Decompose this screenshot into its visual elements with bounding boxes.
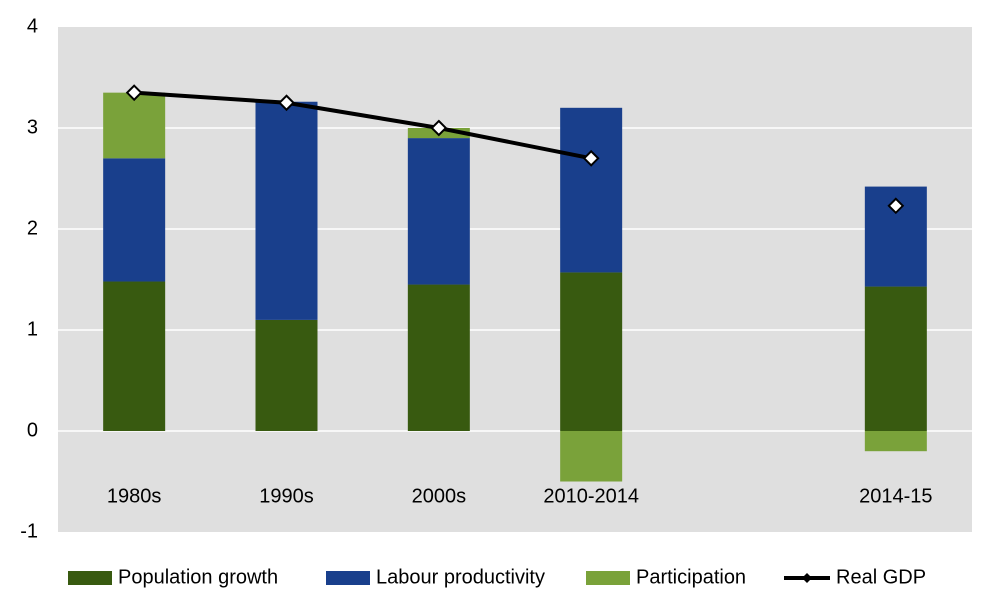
x-tick-label: 1990s [259, 485, 314, 507]
line-marker [430, 119, 448, 137]
y-tick-label: 1 [27, 318, 38, 340]
x-tick-label: 2000s [412, 485, 467, 507]
y-tick-label: 2 [27, 217, 38, 239]
bar [103, 92, 166, 159]
line-marker [125, 84, 143, 102]
line-marker [887, 197, 905, 215]
plot-area [58, 27, 972, 532]
bar [407, 138, 470, 285]
legend-swatch [586, 571, 630, 585]
bar [255, 101, 318, 320]
bar [560, 272, 623, 431]
x-tick-label: 2010-2014 [543, 485, 639, 507]
legend-label: Real GDP [836, 566, 926, 588]
bar [864, 286, 927, 431]
bar [407, 284, 470, 431]
legend-label: Participation [636, 566, 746, 588]
bar [560, 107, 623, 273]
y-tick-label: 4 [27, 15, 38, 37]
legend-label: Population growth [118, 566, 278, 588]
legend-swatch [326, 571, 370, 585]
legend-swatch [802, 573, 812, 583]
bar [103, 158, 166, 282]
y-tick-label: -1 [20, 520, 38, 542]
line-marker [582, 149, 600, 167]
x-tick-label: 2014-15 [859, 485, 932, 507]
bar [103, 281, 166, 431]
legend-swatch [68, 571, 112, 585]
line-marker [278, 94, 295, 112]
bar [864, 431, 927, 452]
bar [255, 319, 318, 431]
bar [560, 431, 623, 482]
legend-label: Labour productivity [376, 566, 545, 588]
y-tick-label: 3 [27, 116, 38, 138]
x-tick-label: 1980s [107, 485, 162, 507]
y-tick-label: 0 [27, 419, 38, 441]
